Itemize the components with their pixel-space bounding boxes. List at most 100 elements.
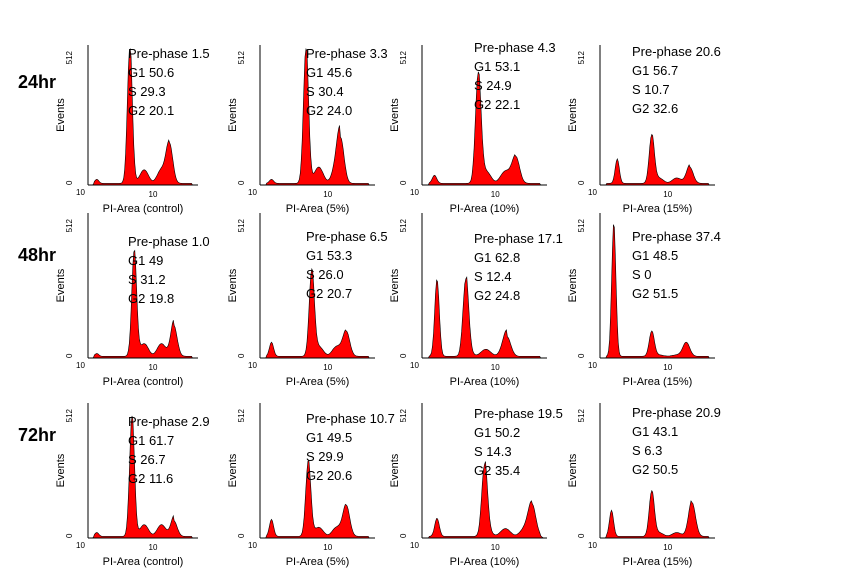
histogram-area <box>600 224 715 359</box>
x-tick-label-mid: 10 <box>149 543 158 552</box>
phase-annotation-2: G1 49 <box>128 253 163 268</box>
x-tick-label-start: 10 <box>588 541 597 550</box>
histogram-panel-72hr-3: 512 0 Events 10 10 PI-Area (10%) Pre-phase 19.… <box>389 403 563 568</box>
x-tick-label-mid: 10 <box>491 190 500 199</box>
x-tick-label-start: 10 <box>248 188 257 197</box>
y-tick-label-min: 0 <box>577 533 586 538</box>
phase-annotation-4: G2 20.7 <box>306 286 352 301</box>
y-tick-label-max: 512 <box>577 218 586 232</box>
histogram-area <box>422 461 547 539</box>
x-axis-label: PI-Area (15%) <box>623 203 693 215</box>
x-axis-label: PI-Area (control) <box>103 556 184 568</box>
histogram-panel-72hr-1: 512 0 Events 10 10 PI-Area (control) Pre-phase… <box>55 403 210 568</box>
x-tick-label-start: 10 <box>248 541 257 550</box>
phase-annotation-3: S 26.7 <box>128 452 166 467</box>
x-tick-label-mid: 10 <box>149 363 158 372</box>
phase-annotation-2: G1 48.5 <box>632 248 678 263</box>
x-axis-label: PI-Area (control) <box>103 203 184 215</box>
histogram-area <box>260 459 375 539</box>
x-axis-label: PI-Area (5%) <box>286 556 350 568</box>
phase-annotation-3: S 31.2 <box>128 272 166 287</box>
y-tick-label-min: 0 <box>65 180 74 185</box>
histogram-panel-24hr-3: 512 0 Events 10 10 PI-Area (10%) Pre-phase 4.3… <box>389 40 556 215</box>
y-tick-label-max: 512 <box>237 408 246 422</box>
phase-annotation-2: G1 61.7 <box>128 433 174 448</box>
phase-annotation-1: Pre-phase 4.3 <box>474 40 556 55</box>
y-tick-label-min: 0 <box>65 533 74 538</box>
phase-annotation-1: Pre-phase 1.0 <box>128 234 210 249</box>
y-axis-label: Events <box>567 453 579 487</box>
row-label-24hr: 24hr <box>18 72 56 92</box>
y-axis-label: Events <box>227 98 239 132</box>
y-axis-label: Events <box>55 453 67 487</box>
x-axis-label: PI-Area (10%) <box>450 376 520 388</box>
histogram-area <box>88 249 198 359</box>
y-axis-label: Events <box>55 98 67 132</box>
phase-annotation-1: Pre-phase 19.5 <box>474 406 563 421</box>
histogram-panel-72hr-4: 512 0 Events 10 10 PI-Area (15%) Pre-phase 20.… <box>567 403 721 568</box>
phase-annotation-3: S 12.4 <box>474 269 512 284</box>
phase-annotation-4: G2 50.5 <box>632 462 678 477</box>
histogram-area <box>88 47 198 186</box>
row-label-72hr: 72hr <box>18 425 56 445</box>
phase-annotation-1: Pre-phase 17.1 <box>474 231 563 246</box>
x-axis-label: PI-Area (5%) <box>286 376 350 388</box>
histogram-area <box>422 276 547 359</box>
x-tick-label-mid: 10 <box>491 543 500 552</box>
y-tick-label-min: 0 <box>237 533 246 538</box>
y-tick-label-max: 512 <box>65 218 74 232</box>
phase-annotation-4: G2 20.6 <box>306 468 352 483</box>
phase-annotation-3: S 0 <box>632 267 652 282</box>
x-tick-label-start: 10 <box>248 361 257 370</box>
y-tick-label-min: 0 <box>399 533 408 538</box>
y-tick-label-min: 0 <box>399 180 408 185</box>
phase-annotation-1: Pre-phase 37.4 <box>632 229 721 244</box>
y-axis-label: Events <box>389 98 401 132</box>
histogram-area <box>260 48 375 186</box>
phase-annotation-4: G2 35.4 <box>474 463 520 478</box>
phase-annotation-3: S 26.0 <box>306 267 344 282</box>
phase-annotation-1: Pre-phase 20.6 <box>632 44 721 59</box>
x-tick-label-mid: 10 <box>323 190 332 199</box>
y-tick-label-min: 0 <box>237 353 246 358</box>
phase-annotation-2: G1 43.1 <box>632 424 678 439</box>
phase-annotation-4: G2 24.0 <box>306 103 352 118</box>
y-tick-label-min: 0 <box>237 180 246 185</box>
x-tick-label-mid: 10 <box>663 190 672 199</box>
histogram-panel-48hr-4: 512 0 Events 10 10 PI-Area (15%) Pre-phase 37.… <box>567 213 721 388</box>
histogram-area <box>260 267 375 359</box>
phase-annotation-3: S 6.3 <box>632 443 662 458</box>
histogram-panel-72hr-2: 512 0 Events 10 10 PI-Area (5%) Pre-phase 10.7… <box>227 403 395 568</box>
x-tick-label-mid: 10 <box>323 543 332 552</box>
histogram-area <box>600 133 715 186</box>
phase-annotation-4: G2 32.6 <box>632 101 678 116</box>
histogram-panel-48hr-2: 512 0 Events 10 10 PI-Area (5%) Pre-phase 6.5 G… <box>227 213 388 388</box>
y-tick-label-max: 512 <box>399 218 408 232</box>
x-tick-label-mid: 10 <box>149 190 158 199</box>
phase-annotation-1: Pre-phase 20.9 <box>632 405 721 420</box>
y-tick-label-min: 0 <box>577 353 586 358</box>
y-axis-label: Events <box>227 453 239 487</box>
x-axis-label: PI-Area (5%) <box>286 203 350 215</box>
phase-annotation-2: G1 53.3 <box>306 248 352 263</box>
phase-annotation-2: G1 50.6 <box>128 65 174 80</box>
y-axis-label: Events <box>567 98 579 132</box>
histogram-panel-48hr-3: 512 0 Events 10 10 PI-Area (10%) Pre-phase 17.… <box>389 213 563 388</box>
y-tick-label-max: 512 <box>237 50 246 64</box>
histogram-panel-24hr-2: 512 0 Events 10 10 PI-Area (5%) Pre-phase 3.3 G… <box>227 45 388 215</box>
y-tick-label-max: 512 <box>399 50 408 64</box>
phase-annotation-4: G2 22.1 <box>474 97 520 112</box>
phase-annotation-1: Pre-phase 10.7 <box>306 411 395 426</box>
histogram-panel-24hr-4: 512 0 Events 10 10 PI-Area (15%) Pre-phase 20.… <box>567 44 721 215</box>
y-tick-label-max: 512 <box>65 50 74 64</box>
histogram-area <box>88 415 198 539</box>
phase-annotation-2: G1 56.7 <box>632 63 678 78</box>
phase-annotation-3: S 14.3 <box>474 444 512 459</box>
histogram-panel-24hr-1: 512 0 Events 10 10 PI-Area (control) Pre-phase… <box>55 45 210 215</box>
x-tick-label-start: 10 <box>588 188 597 197</box>
y-tick-label-max: 512 <box>399 408 408 422</box>
phase-annotation-2: G1 49.5 <box>306 430 352 445</box>
phase-annotation-1: Pre-phase 2.9 <box>128 414 210 429</box>
x-tick-label-mid: 10 <box>491 363 500 372</box>
